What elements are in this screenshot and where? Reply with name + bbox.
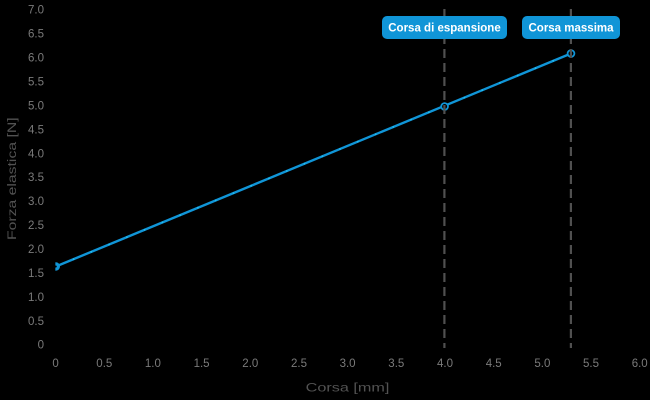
svg-text:5.5: 5.5 <box>28 77 44 89</box>
svg-text:4.5: 4.5 <box>486 358 502 370</box>
svg-text:3.0: 3.0 <box>340 358 356 370</box>
svg-text:6.5: 6.5 <box>28 29 44 41</box>
svg-text:1.5: 1.5 <box>28 268 44 280</box>
svg-text:1.0: 1.0 <box>145 358 161 370</box>
svg-text:3.5: 3.5 <box>28 172 44 184</box>
svg-text:1.0: 1.0 <box>28 292 44 304</box>
svg-text:Corsa massima: Corsa massima <box>528 23 614 35</box>
svg-text:5.0: 5.0 <box>28 100 44 112</box>
svg-text:5.5: 5.5 <box>583 358 599 370</box>
svg-text:6.0: 6.0 <box>632 358 648 370</box>
svg-text:0.5: 0.5 <box>96 358 112 370</box>
svg-text:7.0: 7.0 <box>28 5 44 17</box>
svg-text:0: 0 <box>52 358 58 370</box>
svg-text:0: 0 <box>38 340 44 352</box>
svg-text:Corsa [mm]: Corsa [mm] <box>306 381 390 394</box>
svg-text:2.5: 2.5 <box>28 220 44 232</box>
svg-text:4.0: 4.0 <box>437 358 453 370</box>
svg-text:2.5: 2.5 <box>291 358 307 370</box>
svg-text:3.5: 3.5 <box>388 358 404 370</box>
svg-text:2.0: 2.0 <box>28 244 44 256</box>
svg-text:5.0: 5.0 <box>534 358 550 370</box>
svg-text:2.0: 2.0 <box>242 358 258 370</box>
svg-text:6.0: 6.0 <box>28 53 44 65</box>
svg-text:3.0: 3.0 <box>28 196 44 208</box>
svg-text:4.0: 4.0 <box>28 148 44 160</box>
svg-text:Forza elastica [N]: Forza elastica [N] <box>5 117 19 240</box>
svg-text:4.5: 4.5 <box>28 124 44 136</box>
svg-text:0.5: 0.5 <box>28 316 44 328</box>
svg-text:1.5: 1.5 <box>194 358 210 370</box>
svg-text:Corsa di espansione: Corsa di espansione <box>388 23 500 35</box>
